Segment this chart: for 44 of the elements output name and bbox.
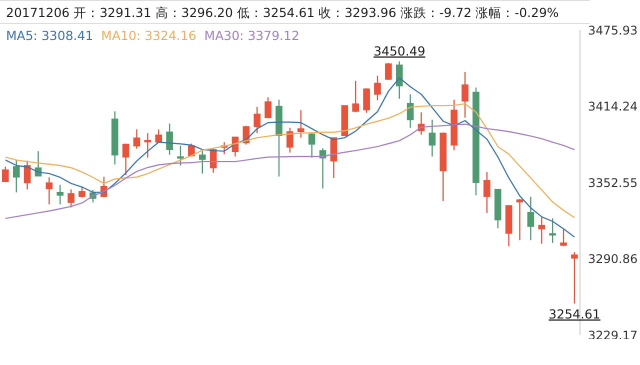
- text: MA5: 3308.41: [6, 28, 94, 43]
- candlestick: [177, 145, 184, 166]
- candlestick: [155, 128, 162, 144]
- candlestick: [538, 216, 546, 244]
- candlestick: [144, 132, 152, 158]
- y-tick-label: 3475.93: [588, 23, 638, 38]
- line-series: [4, 124, 576, 220]
- candlestick: [484, 171, 490, 214]
- candlestick: [374, 75, 381, 101]
- candlestick: [549, 218, 556, 244]
- candlestick: [122, 143, 130, 176]
- chart-title: 20171206 开：3291.31 高：3296.20 低：3254.61 收：3293.96 涨跌：-9.72 涨幅：-0.29%: [0, 0, 590, 24]
- candlestick: [385, 62, 392, 81]
- candlestick: [308, 132, 316, 158]
- annotation: 3450.49: [374, 43, 426, 58]
- candlestick: [166, 123, 173, 156]
- y-tick-label: 3414.24: [588, 100, 638, 114]
- y-tick-label: 3352.55: [588, 176, 638, 190]
- candlestick: [46, 176, 53, 205]
- line-series: [4, 103, 576, 218]
- candlestick: [363, 88, 370, 114]
- candlestick: [571, 252, 578, 304]
- candlestick: [428, 119, 436, 158]
- annotation: 3254.61: [548, 306, 600, 322]
- candlestick: [352, 80, 359, 113]
- candlestick: [68, 188, 74, 208]
- candlestick: [516, 198, 524, 241]
- candlestick: [56, 184, 64, 205]
- candlestick: [462, 71, 468, 118]
- candlestick: [527, 196, 534, 241]
- candlestick: [297, 110, 304, 138]
- candlestick: [78, 186, 86, 198]
- candlestick: [198, 150, 206, 174]
- candlestick: [133, 128, 140, 150]
- candlestick: [264, 96, 272, 119]
- candlestick: [12, 159, 20, 193]
- candlestick: [396, 60, 403, 100]
- candlestick: [560, 228, 567, 247]
- text: MA30: 3379.12: [204, 28, 300, 43]
- candlestick: [2, 166, 9, 183]
- candlestick: [286, 127, 294, 154]
- y-tick-label: 3290.86: [588, 252, 638, 266]
- candlestick: [254, 106, 261, 134]
- text: MA10: 3324.16: [101, 28, 196, 43]
